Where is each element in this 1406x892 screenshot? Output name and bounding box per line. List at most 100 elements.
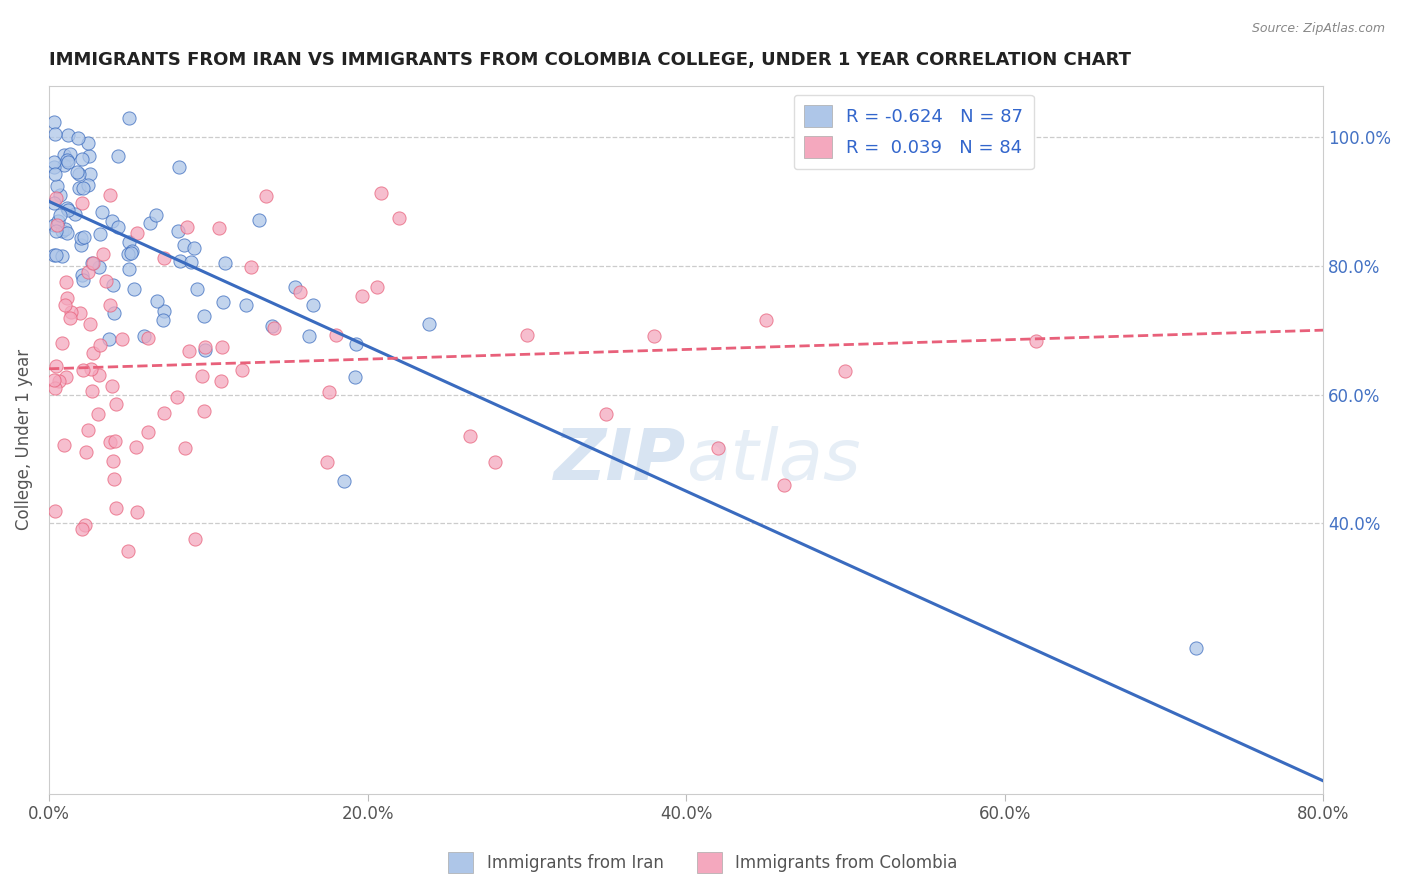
Point [48,374,70,388]
Point [76,265,98,279]
Point [180,254,202,268]
Point [107,149,129,163]
Point [101,379,124,393]
Point [167,160,190,174]
Point [1184,641,1206,656]
Point [44,503,66,517]
Point [69,230,91,244]
Point [59,305,82,319]
Point [53,298,76,312]
Point [79,317,101,331]
Point [458,428,481,442]
Point [167,224,190,238]
Point [76,178,98,193]
Point [209,374,232,388]
Point [173,238,195,252]
Point [193,309,215,323]
Point [56,226,79,240]
Point [104,434,127,449]
Point [98,435,121,450]
Point [59,146,82,161]
Point [352,289,374,303]
Point [72,273,94,287]
Point [79,168,101,182]
Point [80,256,103,270]
Point [49,208,72,222]
Point [75,445,97,459]
Point [333,474,356,488]
Point [66,164,89,178]
Point [72,181,94,195]
Point [42,160,65,174]
Point [42,374,65,388]
Point [89,338,111,352]
Point [231,363,253,377]
Point [70,268,93,282]
Point [97,332,120,346]
Point [153,303,176,318]
Point [134,329,156,343]
Point [52,158,75,172]
Point [125,440,148,454]
Point [111,332,134,346]
Point [152,251,174,265]
Point [51,224,73,238]
Point [118,262,141,277]
Point [44,167,66,181]
Point [103,277,125,292]
Point [72,363,94,377]
Point [67,168,90,182]
Point [125,227,148,241]
Point [343,369,366,384]
Point [53,222,76,236]
Point [124,282,146,296]
Point [208,220,231,235]
Point [86,408,108,422]
Legend: R = -0.624   N = 87, R =  0.039   N = 84: R = -0.624 N = 87, R = 0.039 N = 84 [793,95,1033,169]
Point [127,504,149,518]
Point [755,313,778,327]
Point [55,202,77,216]
Point [516,327,538,342]
Point [595,407,617,421]
Point [288,285,311,300]
Point [139,215,162,229]
Point [73,230,96,244]
Point [58,128,80,143]
Point [77,423,100,437]
Point [193,404,215,418]
Point [186,282,208,296]
Point [107,220,129,235]
Point [66,130,89,145]
Point [298,328,321,343]
Point [103,306,125,320]
Point [45,247,67,261]
Point [318,384,340,399]
Text: ZIP: ZIP [554,426,686,495]
Point [89,227,111,241]
Point [773,477,796,491]
Point [117,544,139,558]
Point [370,186,392,200]
Point [146,293,169,308]
Point [69,238,91,252]
Point [301,298,323,312]
Point [169,253,191,268]
Point [73,518,96,533]
Point [91,204,114,219]
Point [55,153,77,167]
Point [70,152,93,166]
Point [45,359,67,373]
Point [484,454,506,468]
Point [262,318,284,333]
Point [42,196,65,211]
Point [183,241,205,255]
Point [98,298,121,312]
Point [46,214,69,228]
Text: IMMIGRANTS FROM IRAN VS IMMIGRANTS FROM COLOMBIA COLLEGE, UNDER 1 YEAR CORRELATI: IMMIGRANTS FROM IRAN VS IMMIGRANTS FROM … [49,51,1130,69]
Point [44,381,66,395]
Point [46,179,69,194]
Point [315,455,337,469]
Point [80,362,103,376]
Point [240,260,263,274]
